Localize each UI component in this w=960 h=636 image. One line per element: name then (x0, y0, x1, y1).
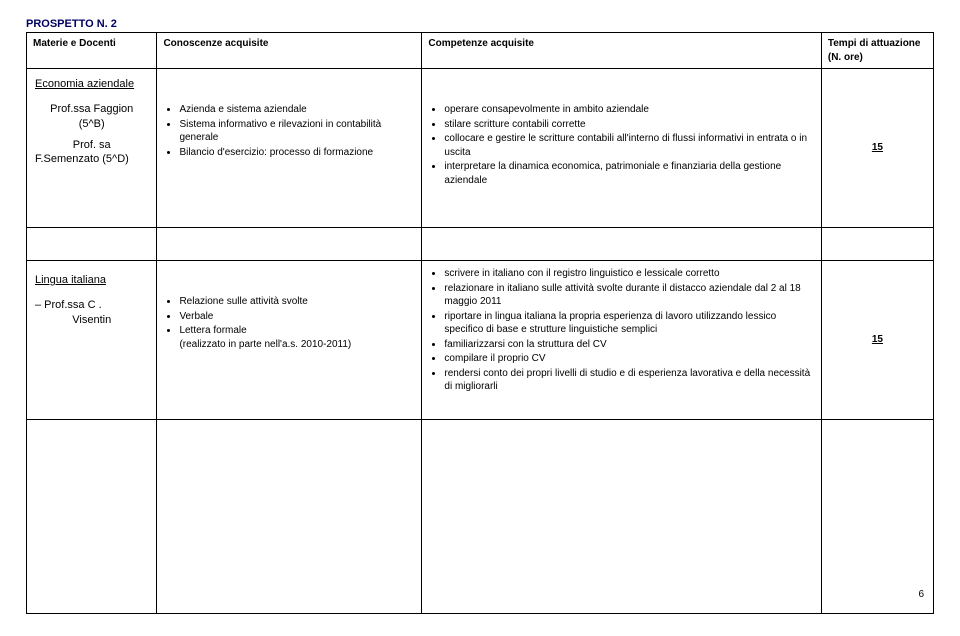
list-item: Bilancio d'esercizio: processo di formaz… (179, 146, 415, 160)
table-row: Lingua italiana – Prof.ssa C . Visentin … (27, 261, 934, 420)
teacher-name: Prof.ssa Faggion (5^B) (35, 102, 148, 132)
cell-teachers-1: Economia aziendale Prof.ssa Faggion (5^B… (27, 69, 157, 228)
table-row: Economia aziendale Prof.ssa Faggion (5^B… (27, 69, 934, 228)
prospetto-title: PROSPETTO N. 2 (26, 18, 934, 30)
cell-knowledge-2: Relazione sulle attività svolte Verbale … (157, 261, 422, 420)
hdr-tempi: Tempi di attuazione (N. ore) (821, 33, 933, 69)
list-item: compilare il proprio CV (444, 352, 814, 366)
cell-competence-2: scrivere in italiano con il registro lin… (422, 261, 821, 420)
knowledge-list: Relazione sulle attività svolte Verbale … (163, 295, 415, 351)
list-item: Sistema informativo e rilevazioni in con… (179, 118, 415, 145)
cell-teachers-2: Lingua italiana – Prof.ssa C . Visentin (27, 261, 157, 420)
table-header-row: Materie e Docenti Conoscenze acquisite C… (27, 33, 934, 69)
list-item: familiarizzarsi con la struttura del CV (444, 338, 814, 352)
cell-competence-1: operare consapevolmente in ambito aziend… (422, 69, 821, 228)
page-number: 6 (918, 589, 924, 600)
competence-list: operare consapevolmente in ambito aziend… (428, 103, 814, 187)
cell-hours-1: 15 (821, 69, 933, 228)
teacher-name: Visentin (35, 313, 148, 328)
teacher-name: – Prof.ssa C . (35, 298, 148, 313)
list-item: Lettera formale (realizzato in parte nel… (179, 324, 415, 351)
list-item: scrivere in italiano con il registro lin… (444, 267, 814, 281)
list-item: Relazione sulle attività svolte (179, 295, 415, 309)
spacer-row (27, 228, 934, 261)
subject-label: Lingua italiana (35, 273, 148, 288)
teacher-name: F.Semenzato (5^D) (35, 152, 148, 167)
subject-label: Economia aziendale (35, 77, 148, 92)
hdr-materie: Materie e Docenti (27, 33, 157, 69)
main-table: Materie e Docenti Conoscenze acquisite C… (26, 32, 934, 614)
list-item: collocare e gestire le scritture contabi… (444, 132, 814, 159)
cell-hours-2: 15 (821, 261, 933, 420)
list-item: relazionare in italiano sulle attività s… (444, 282, 814, 309)
list-item: rendersi conto dei propri livelli di stu… (444, 367, 814, 394)
list-item: Azienda e sistema aziendale (179, 103, 415, 117)
knowledge-list: Azienda e sistema aziendale Sistema info… (163, 103, 415, 159)
hdr-competenze: Competenze acquisite (422, 33, 821, 69)
list-item: riportare in lingua italiana la propria … (444, 310, 814, 337)
empty-row (27, 420, 934, 614)
list-item: Verbale (179, 310, 415, 324)
teacher-name: Prof. sa (35, 138, 148, 153)
hdr-conoscenze: Conoscenze acquisite (157, 33, 422, 69)
list-item: operare consapevolmente in ambito aziend… (444, 103, 814, 117)
cell-knowledge-1: Azienda e sistema aziendale Sistema info… (157, 69, 422, 228)
list-item: stilare scritture contabili corrette (444, 118, 814, 132)
competence-list: scrivere in italiano con il registro lin… (428, 267, 814, 394)
list-item: interpretare la dinamica economica, patr… (444, 160, 814, 187)
